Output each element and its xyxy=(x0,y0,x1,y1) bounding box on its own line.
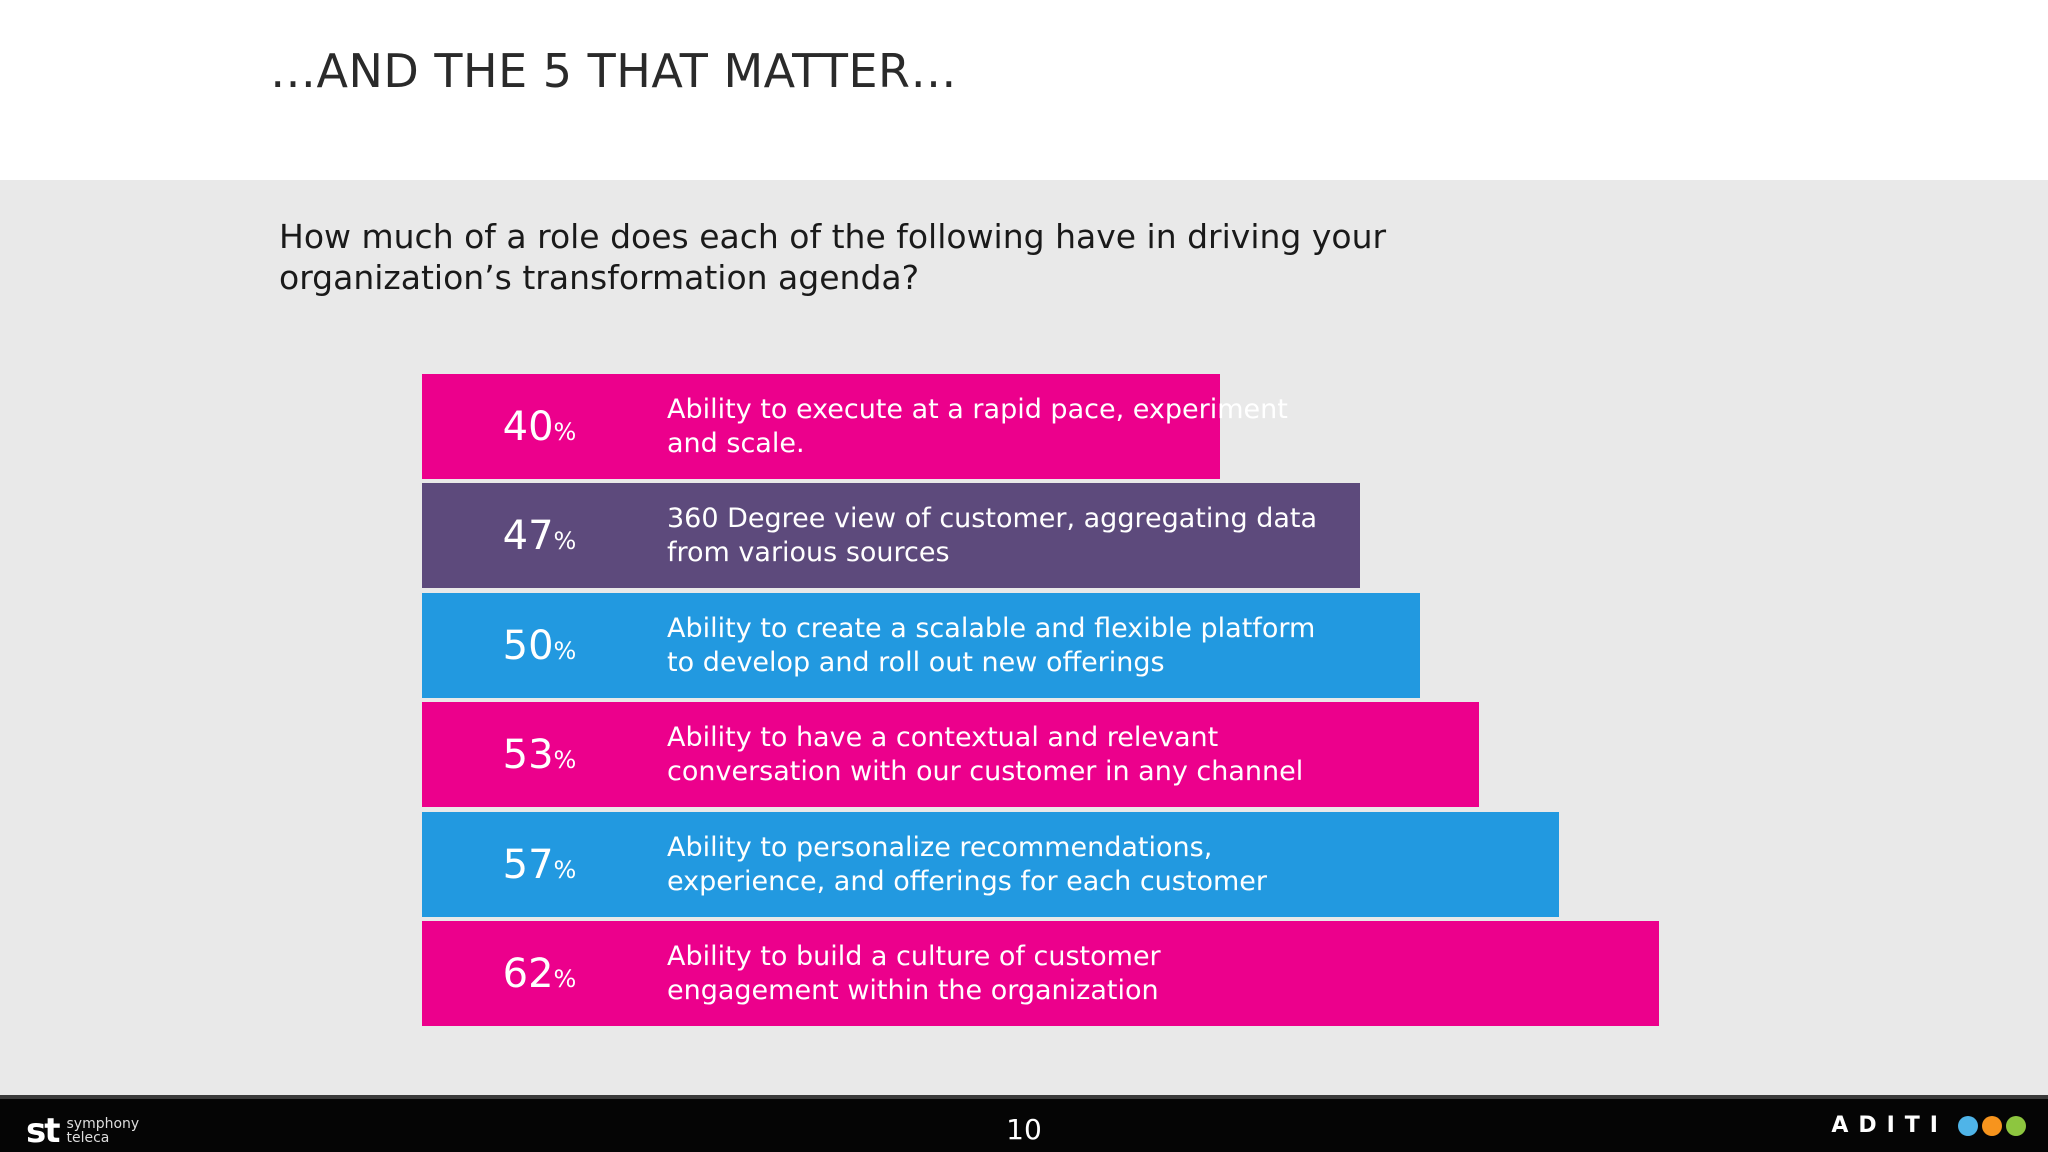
data-label: 50% xyxy=(422,623,657,669)
data-label: 47% xyxy=(422,513,657,559)
category-label: Ability to build a culture of customer e… xyxy=(667,940,1161,1006)
data-label-number: 40 xyxy=(502,403,554,450)
data-label-number: 57 xyxy=(502,841,554,888)
data-label-unit: % xyxy=(553,964,577,993)
bar: 50% Ability to create a scalable and flex… xyxy=(422,593,1420,698)
bar: 53% Ability to have a contextual and rele… xyxy=(422,702,1479,807)
bar: 62% Ability to build a culture of custome… xyxy=(422,921,1659,1026)
aditi-logo: ADITI xyxy=(1831,1113,2026,1138)
data-label: 53% xyxy=(422,732,657,778)
slide-header: …AND THE 5 THAT MATTER… xyxy=(0,0,2048,180)
logo-mark: st xyxy=(26,1111,60,1151)
logo-name-line1: symphony xyxy=(66,1116,140,1132)
data-label-number: 47 xyxy=(502,512,554,559)
data-label-number: 62 xyxy=(502,950,554,997)
slide-title: …AND THE 5 THAT MATTER… xyxy=(270,44,957,98)
data-label-number: 53 xyxy=(502,731,554,778)
symphony-teleca-logo: st symphony teleca xyxy=(26,1111,139,1151)
data-label: 62% xyxy=(422,951,657,997)
logo-name-line2: teleca xyxy=(66,1130,110,1146)
bar: 47% 360 Degree view of customer, aggregat… xyxy=(422,483,1360,588)
bar: 57% Ability to personalize recommendation… xyxy=(422,812,1559,917)
logo-name: symphony teleca xyxy=(67,1117,140,1145)
category-label: Ability to execute at a rapid pace, expe… xyxy=(667,393,1288,459)
category-label: 360 Degree view of customer, aggregating… xyxy=(667,502,1318,568)
data-label-unit: % xyxy=(553,417,577,446)
data-label: 57% xyxy=(422,842,657,888)
survey-question: How much of a role does each of the foll… xyxy=(279,217,1387,297)
category-label: Ability to personalize recommendations, … xyxy=(667,831,1267,897)
aditi-logo-text: ADITI xyxy=(1831,1113,1948,1138)
person-dot-icon xyxy=(1982,1115,2002,1136)
bar: 40% Ability to execute at a rapid pace, e… xyxy=(422,374,1288,479)
data-label-unit: % xyxy=(553,855,577,884)
android-dot-icon xyxy=(2006,1115,2026,1136)
data-label-unit: % xyxy=(553,526,577,555)
data-label: 40% xyxy=(422,404,657,450)
page-number: 10 xyxy=(1006,1113,1042,1146)
cloud-dot-icon xyxy=(1958,1115,1978,1136)
data-label-unit: % xyxy=(553,745,577,774)
footer-bar: st symphony teleca 10 ADITI xyxy=(0,1095,2048,1152)
data-label-unit: % xyxy=(553,636,577,665)
category-label: Ability to have a contextual and relevan… xyxy=(667,721,1304,787)
category-label: Ability to create a scalable and flexibl… xyxy=(667,612,1316,678)
data-label-number: 50 xyxy=(502,622,554,669)
